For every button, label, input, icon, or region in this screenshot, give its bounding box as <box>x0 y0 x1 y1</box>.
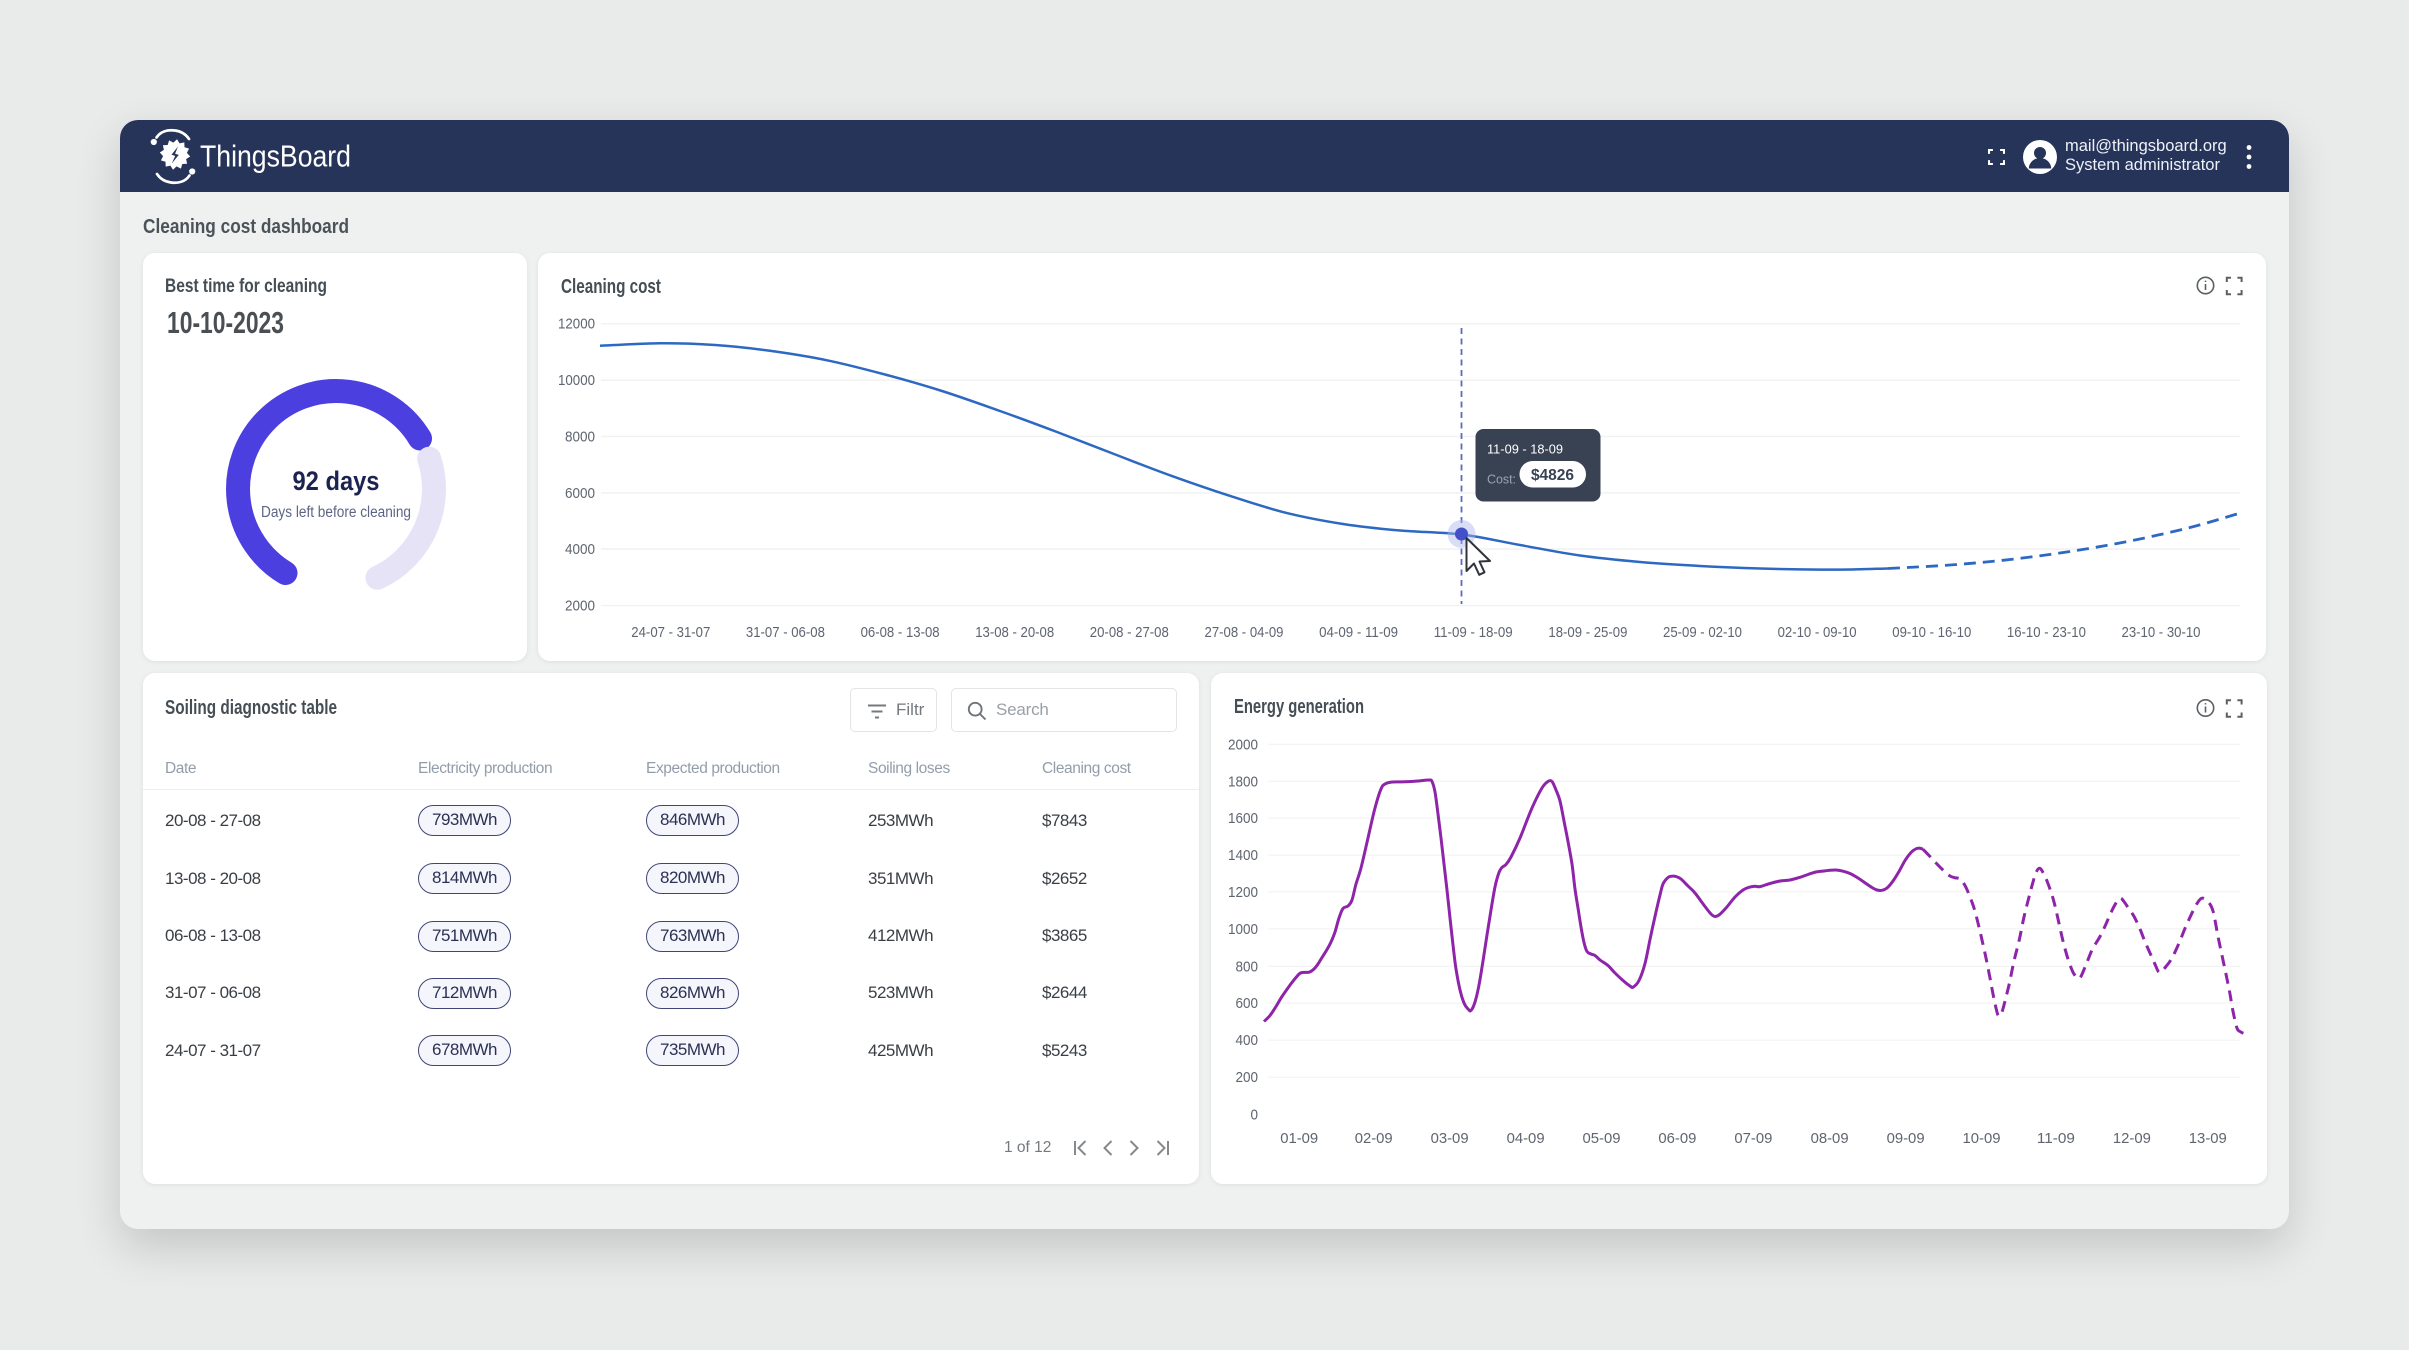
svg-text:31-07 - 06-08: 31-07 - 06-08 <box>746 624 825 641</box>
svg-text:92 days: 92 days <box>293 466 380 496</box>
svg-text:Energy generation: Energy generation <box>1234 696 1364 718</box>
svg-text:1400: 1400 <box>1228 847 1258 864</box>
svg-text:1600: 1600 <box>1228 810 1258 827</box>
svg-text:1200: 1200 <box>1228 884 1258 901</box>
svg-text:18-09 - 25-09: 18-09 - 25-09 <box>1548 624 1627 641</box>
svg-text:Best time for cleaning: Best time for cleaning <box>165 275 327 297</box>
svg-text:600: 600 <box>1236 995 1259 1012</box>
svg-text:11-09 - 18-09: 11-09 - 18-09 <box>1487 442 1563 457</box>
svg-text:Soiling diagnostic table: Soiling diagnostic table <box>165 697 337 719</box>
svg-text:ThingsBoard: ThingsBoard <box>200 139 351 174</box>
svg-text:Cleaning cost dashboard: Cleaning cost dashboard <box>143 216 349 238</box>
svg-text:08-09: 08-09 <box>1811 1130 1849 1147</box>
svg-text:Cost:: Cost: <box>1487 472 1516 487</box>
svg-text:25-09 - 02-10: 25-09 - 02-10 <box>1663 624 1742 641</box>
svg-text:02-09: 02-09 <box>1355 1130 1393 1147</box>
svg-text:Cleaning cost: Cleaning cost <box>561 276 661 298</box>
svg-text:05-09: 05-09 <box>1583 1130 1621 1147</box>
svg-text:06-08 - 13-08: 06-08 - 13-08 <box>861 624 940 641</box>
svg-text:2000: 2000 <box>565 598 595 615</box>
svg-text:27-08 - 04-09: 27-08 - 04-09 <box>1205 624 1284 641</box>
svg-text:16-10 - 23-10: 16-10 - 23-10 <box>2007 624 2086 641</box>
svg-text:13-09: 13-09 <box>2189 1130 2227 1147</box>
svg-text:10-10-2023: 10-10-2023 <box>167 305 284 340</box>
svg-text:06-09: 06-09 <box>1658 1130 1696 1147</box>
svg-text:200: 200 <box>1236 1069 1259 1086</box>
svg-text:23-10 - 30-10: 23-10 - 30-10 <box>2122 624 2201 641</box>
svg-text:12-09: 12-09 <box>2113 1130 2151 1147</box>
svg-text:11-09 - 18-09: 11-09 - 18-09 <box>1434 624 1513 641</box>
svg-text:24-07 - 31-07: 24-07 - 31-07 <box>631 624 710 641</box>
svg-text:20-08 - 27-08: 20-08 - 27-08 <box>1090 624 1169 641</box>
svg-text:11-09: 11-09 <box>2037 1130 2075 1147</box>
svg-text:04-09: 04-09 <box>1507 1130 1545 1147</box>
svg-text:8000: 8000 <box>565 428 595 445</box>
svg-text:01-09: 01-09 <box>1280 1130 1318 1147</box>
svg-text:4000: 4000 <box>565 541 595 558</box>
svg-text:10000: 10000 <box>558 372 595 389</box>
svg-text:400: 400 <box>1236 1032 1259 1049</box>
svg-text:1800: 1800 <box>1228 773 1258 790</box>
svg-text:07-09: 07-09 <box>1734 1130 1772 1147</box>
svg-text:6000: 6000 <box>565 485 595 502</box>
svg-text:04-09 - 11-09: 04-09 - 11-09 <box>1319 624 1398 641</box>
svg-text:$4826: $4826 <box>1531 467 1574 484</box>
svg-text:09-10 - 16-10: 09-10 - 16-10 <box>1892 624 1971 641</box>
svg-text:0: 0 <box>1251 1106 1259 1123</box>
svg-text:12000: 12000 <box>558 316 595 333</box>
svg-text:800: 800 <box>1236 958 1259 975</box>
svg-text:2000: 2000 <box>1228 736 1258 753</box>
svg-text:10-09: 10-09 <box>1963 1130 2001 1147</box>
svg-text:13-08 - 20-08: 13-08 - 20-08 <box>975 624 1054 641</box>
svg-text:02-10 - 09-10: 02-10 - 09-10 <box>1778 624 1857 641</box>
svg-text:09-09: 09-09 <box>1887 1130 1925 1147</box>
svg-text:Days left before cleaning: Days left before cleaning <box>261 504 411 521</box>
svg-text:1000: 1000 <box>1228 921 1258 938</box>
svg-text:03-09: 03-09 <box>1431 1130 1469 1147</box>
